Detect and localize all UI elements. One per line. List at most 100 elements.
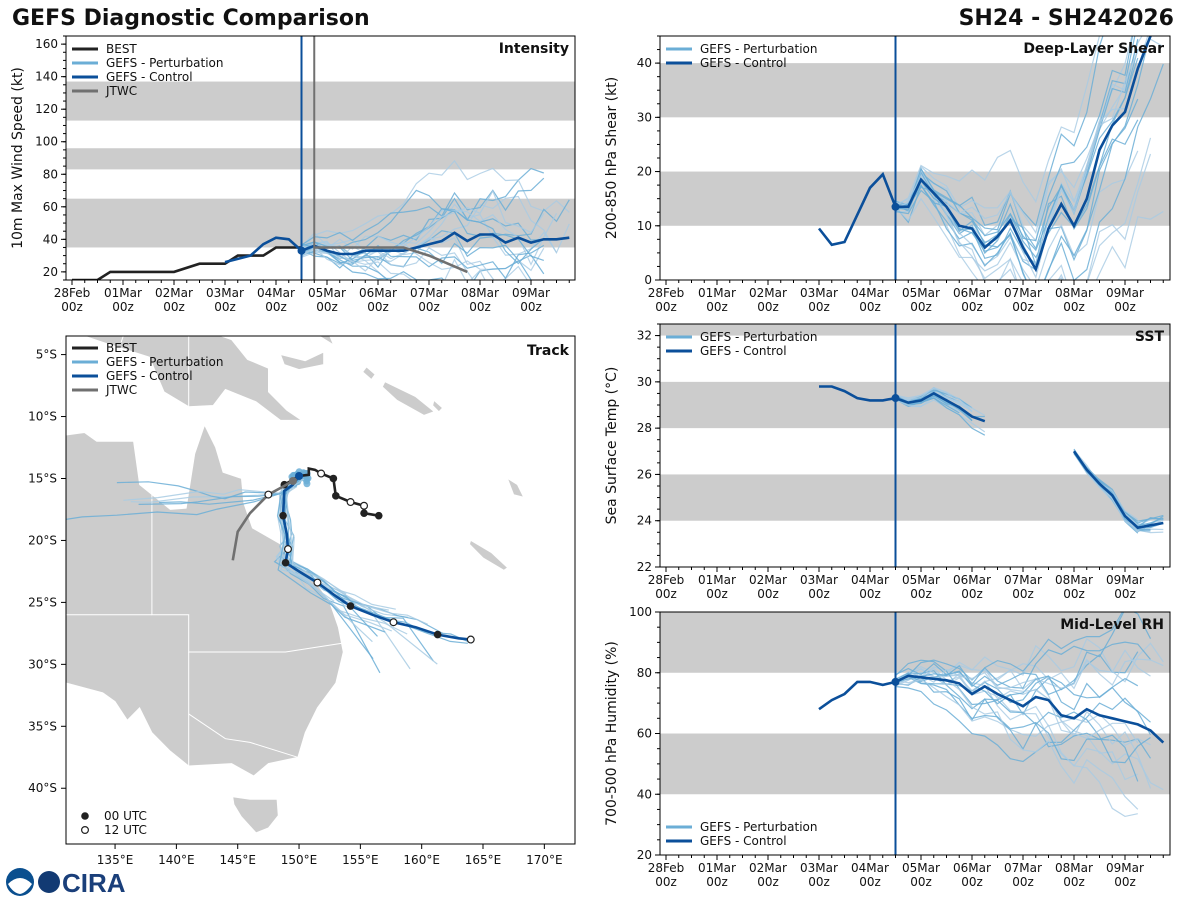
- sst-xtick-label: 03Mar: [800, 573, 838, 587]
- sst-plot-area: [819, 385, 1164, 534]
- track-best-00utc-marker: [332, 492, 340, 500]
- intensity-legend-label-jtwc: JTWC: [105, 84, 137, 98]
- track-best-00utc-marker: [360, 509, 368, 517]
- rh-perturbation-line: [895, 667, 1139, 810]
- intensity-ytick-label: 20: [43, 265, 58, 279]
- rh-xtick-label: 07Mar: [1004, 861, 1042, 875]
- track-xtick-label: 150°E: [281, 853, 318, 867]
- new-guinea-landmass: [83, 336, 303, 421]
- track-legend-12utc-marker: [80, 825, 89, 834]
- rh-xtick-sublabel: 00z: [655, 875, 677, 889]
- shear-perturbation-line: [895, 36, 1134, 244]
- shear-perturbation-line: [895, 150, 1139, 280]
- sst-ytick-label: 26: [637, 467, 652, 481]
- shear-xtick-label: 04Mar: [851, 286, 889, 300]
- track-xtick-label: 165°E: [465, 853, 502, 867]
- intensity-gefs-control-line: [224, 231, 570, 264]
- track-best-00utc-marker: [329, 474, 338, 483]
- rh-xtick-sublabel: 00z: [1012, 875, 1034, 889]
- shear-xtick-sublabel: 00z: [859, 300, 881, 314]
- track-best-00utc-marker: [374, 511, 383, 520]
- rh-xtick-sublabel: 00z: [961, 875, 983, 889]
- shear-xtick-sublabel: 00z: [910, 300, 932, 314]
- intensity-legend-label-control: GEFS - Control: [106, 70, 193, 84]
- rh-perturbation-line: [895, 669, 1139, 782]
- intensity-xtick-sublabel: 00z: [520, 300, 542, 314]
- intensity-xtick-label: 01Mar: [104, 286, 142, 300]
- intensity-legend-label-perturbation: GEFS - Perturbation: [106, 56, 223, 70]
- shear-perturbation-line: [895, 63, 1164, 280]
- australia-landmass: [66, 424, 344, 777]
- shear-perturbation-line: [895, 48, 1139, 252]
- sst-xtick-sublabel: 00z: [1114, 587, 1136, 601]
- intensity-xtick-sublabel: 00z: [112, 300, 134, 314]
- track-legend-label-12utc: 12 UTC: [104, 823, 147, 837]
- intensity-band-2: [66, 81, 575, 121]
- new-caledonia-landmass: [469, 539, 509, 571]
- sst-xtick-label: 28Feb: [648, 573, 685, 587]
- sst-xtick-label: 09Mar: [1106, 573, 1144, 587]
- rh-legend-label-perturbation: GEFS - Perturbation: [700, 820, 817, 834]
- tasmania-landmass: [232, 796, 279, 834]
- rh-xtick-sublabel: 00z: [1063, 875, 1085, 889]
- sst-legend-label-perturbation: GEFS - Perturbation: [700, 330, 817, 344]
- shear-ylabel: 200-850 hPa Shear (kt): [604, 77, 620, 239]
- rh-perturbation-line: [895, 659, 1151, 764]
- rh-xtick-label: 05Mar: [902, 861, 940, 875]
- track-legend-label-control: GEFS - Control: [106, 369, 193, 383]
- shear-perturbation-line: [895, 177, 1164, 280]
- sst-xtick-label: 05Mar: [902, 573, 940, 587]
- sst-xtick-label: 01Mar: [698, 573, 736, 587]
- cira-logo-text: CIRA: [62, 868, 126, 898]
- rh-gefs-control-line: [818, 674, 1165, 744]
- shear-perturbation-line: [895, 36, 1151, 280]
- track-ytick-label: 20°S: [28, 533, 57, 547]
- shear-xtick-sublabel: 00z: [808, 300, 830, 314]
- track-plot-area: [66, 467, 475, 674]
- shear-init-point: [891, 202, 900, 211]
- intensity-ytick-label: 60: [43, 200, 58, 214]
- rh-xtick-sublabel: 00z: [1114, 875, 1136, 889]
- shear-plot-area: [817, 36, 1164, 280]
- rh-xtick-sublabel: 00z: [859, 875, 881, 889]
- intensity-xtick-label: 03Mar: [206, 286, 244, 300]
- shear-gefs-control-line: [817, 36, 1153, 273]
- shear-ytick-label: 20: [637, 165, 652, 179]
- track-jtwc-12utc-marker: [264, 490, 273, 499]
- intensity-perturbation-line: [301, 243, 545, 280]
- intensity-xtick-sublabel: 00z: [163, 300, 185, 314]
- shear-xtick-label: 09Mar: [1106, 286, 1144, 300]
- rh-xtick-label: 01Mar: [698, 861, 736, 875]
- intensity-xtick-sublabel: 00z: [367, 300, 389, 314]
- intensity-xtick-sublabel: 00z: [265, 300, 287, 314]
- sst-legend-label-control: GEFS - Control: [700, 344, 787, 358]
- sst-init-point: [891, 394, 900, 403]
- track-gefs-control-00utc-marker: [346, 602, 355, 610]
- malaita-landmass: [432, 399, 444, 413]
- intensity-jtwc-line: [314, 246, 468, 274]
- sst-xtick-sublabel: 00z: [961, 587, 983, 601]
- track-legend-label-00utc: 00 UTC: [104, 809, 147, 823]
- intensity-perturbation-line: [301, 159, 570, 251]
- intensity-ytick-label: 40: [43, 232, 58, 246]
- new-ireland-landmass: [318, 336, 335, 346]
- shear-perturbation-line: [895, 36, 1143, 279]
- track-gefs-control-12utc-marker: [313, 578, 322, 587]
- sst-xtick-label: 08Mar: [1055, 573, 1093, 587]
- sst-xtick-sublabel: 00z: [706, 587, 728, 601]
- track-xtick-label: 160°E: [403, 853, 440, 867]
- sst-ytick-label: 28: [637, 421, 652, 435]
- track-xtick-label: 140°E: [158, 853, 195, 867]
- rh-perturbation-line: [895, 676, 1152, 762]
- sst-perturbation-line: [895, 387, 960, 403]
- shear-xtick-label: 05Mar: [902, 286, 940, 300]
- noaa-wave-icon: [8, 878, 32, 894]
- rh-perturbation-line: [895, 662, 1151, 723]
- shear-xtick-sublabel: 00z: [961, 300, 983, 314]
- track-gefs-control-12utc-marker: [466, 635, 475, 644]
- track-ytick-label: 15°S: [28, 471, 57, 485]
- shear-xtick-label: 03Mar: [800, 286, 838, 300]
- track-perturbation-line: [277, 475, 386, 633]
- bougainville-landmass: [362, 366, 376, 380]
- shear-xtick-label: 06Mar: [953, 286, 991, 300]
